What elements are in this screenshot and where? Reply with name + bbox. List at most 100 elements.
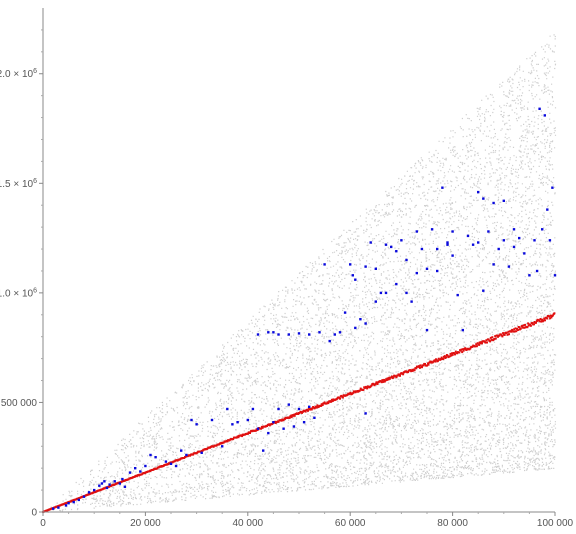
red-point xyxy=(376,383,379,385)
red-point xyxy=(304,410,307,413)
blue-point xyxy=(415,230,418,233)
background-point-cloud xyxy=(46,34,557,513)
blue-point xyxy=(134,467,137,470)
blue-point xyxy=(98,484,101,487)
red-point xyxy=(290,414,293,417)
red-point xyxy=(385,379,388,381)
red-point xyxy=(498,334,501,337)
red-point xyxy=(524,323,527,326)
red-point xyxy=(513,328,516,331)
red-point xyxy=(491,336,494,339)
red-point xyxy=(464,347,467,350)
blue-point xyxy=(446,243,449,246)
red-point xyxy=(428,361,431,364)
blue-point xyxy=(405,291,408,295)
red-point xyxy=(293,413,296,416)
red-point xyxy=(232,438,235,440)
blue-point xyxy=(82,495,86,498)
blue-point xyxy=(200,451,203,454)
x-axis-ticks: 0 20 000 40 000 60 000 80 000 100 000 xyxy=(40,512,574,529)
blue-point xyxy=(343,311,347,314)
blue-point xyxy=(302,421,306,424)
red-point xyxy=(352,391,355,394)
y-tick-label: 2.0 × 106 xyxy=(0,68,37,80)
blue-point xyxy=(541,228,544,231)
red-point xyxy=(402,373,405,376)
blue-point xyxy=(180,449,183,452)
red-point xyxy=(531,322,534,325)
red-point xyxy=(486,341,488,344)
red-point xyxy=(518,326,521,329)
blue-point xyxy=(533,239,536,242)
red-point xyxy=(540,320,543,323)
blue-point xyxy=(246,418,249,422)
blue-point xyxy=(430,228,434,231)
red-point xyxy=(412,369,415,372)
red-point xyxy=(449,352,452,355)
red-point xyxy=(434,360,437,363)
blue-point xyxy=(354,326,357,330)
blue-point xyxy=(523,252,526,255)
blue-point xyxy=(436,247,439,251)
blue-point xyxy=(52,507,55,510)
blue-point xyxy=(272,421,275,424)
blue-point xyxy=(64,504,68,507)
blue-point xyxy=(100,482,104,485)
red-point xyxy=(550,316,553,319)
red-point xyxy=(261,426,264,429)
red-point xyxy=(226,440,229,443)
blue-point xyxy=(308,405,311,408)
red-point xyxy=(454,353,456,356)
blue-point xyxy=(436,269,439,273)
red-point xyxy=(493,337,496,340)
red-point xyxy=(458,351,461,354)
red-point xyxy=(274,420,277,423)
blue-point xyxy=(441,186,444,189)
blue-point xyxy=(535,269,539,273)
red-point xyxy=(521,326,524,329)
red-point xyxy=(315,406,318,409)
blue-point xyxy=(108,483,111,486)
red-point xyxy=(392,376,395,379)
red-point xyxy=(506,333,509,336)
red-point xyxy=(399,374,401,377)
blue-point xyxy=(451,254,454,257)
red-point xyxy=(398,373,401,376)
red-point xyxy=(321,404,324,406)
red-point xyxy=(542,319,545,322)
red-point xyxy=(549,317,552,320)
red-point xyxy=(516,329,519,331)
blue-point xyxy=(297,407,301,411)
red-point xyxy=(508,333,510,336)
red-point xyxy=(469,347,472,350)
red-point xyxy=(445,356,447,359)
red-point xyxy=(446,354,449,357)
blue-point xyxy=(195,423,198,426)
blue-point xyxy=(502,199,505,202)
red-point xyxy=(381,379,384,382)
blue-point xyxy=(482,197,485,200)
blue-point xyxy=(57,506,60,509)
red-point xyxy=(538,320,541,323)
red-point xyxy=(549,314,552,317)
blue-point xyxy=(72,500,75,504)
red-point xyxy=(384,379,387,382)
y-axis-ticks: 0 500 000 1.0 × 106 1.5 × 106 2.0 × 106 xyxy=(0,29,43,519)
red-point xyxy=(475,345,478,348)
red-point xyxy=(290,416,293,419)
red-point xyxy=(323,401,326,404)
x-tick-label: 40 000 xyxy=(233,518,264,529)
x-tick-label: 80 000 xyxy=(437,518,468,529)
red-point xyxy=(427,362,429,365)
red-point xyxy=(419,364,422,367)
red-point xyxy=(301,411,304,413)
red-point xyxy=(507,330,510,333)
blue-point xyxy=(471,243,475,246)
blue-point xyxy=(351,274,354,277)
blue-point xyxy=(492,201,495,205)
background-point xyxy=(46,34,557,513)
red-point xyxy=(502,332,505,335)
blue-point xyxy=(287,403,290,406)
red-point xyxy=(370,384,373,387)
red-point xyxy=(433,359,436,362)
